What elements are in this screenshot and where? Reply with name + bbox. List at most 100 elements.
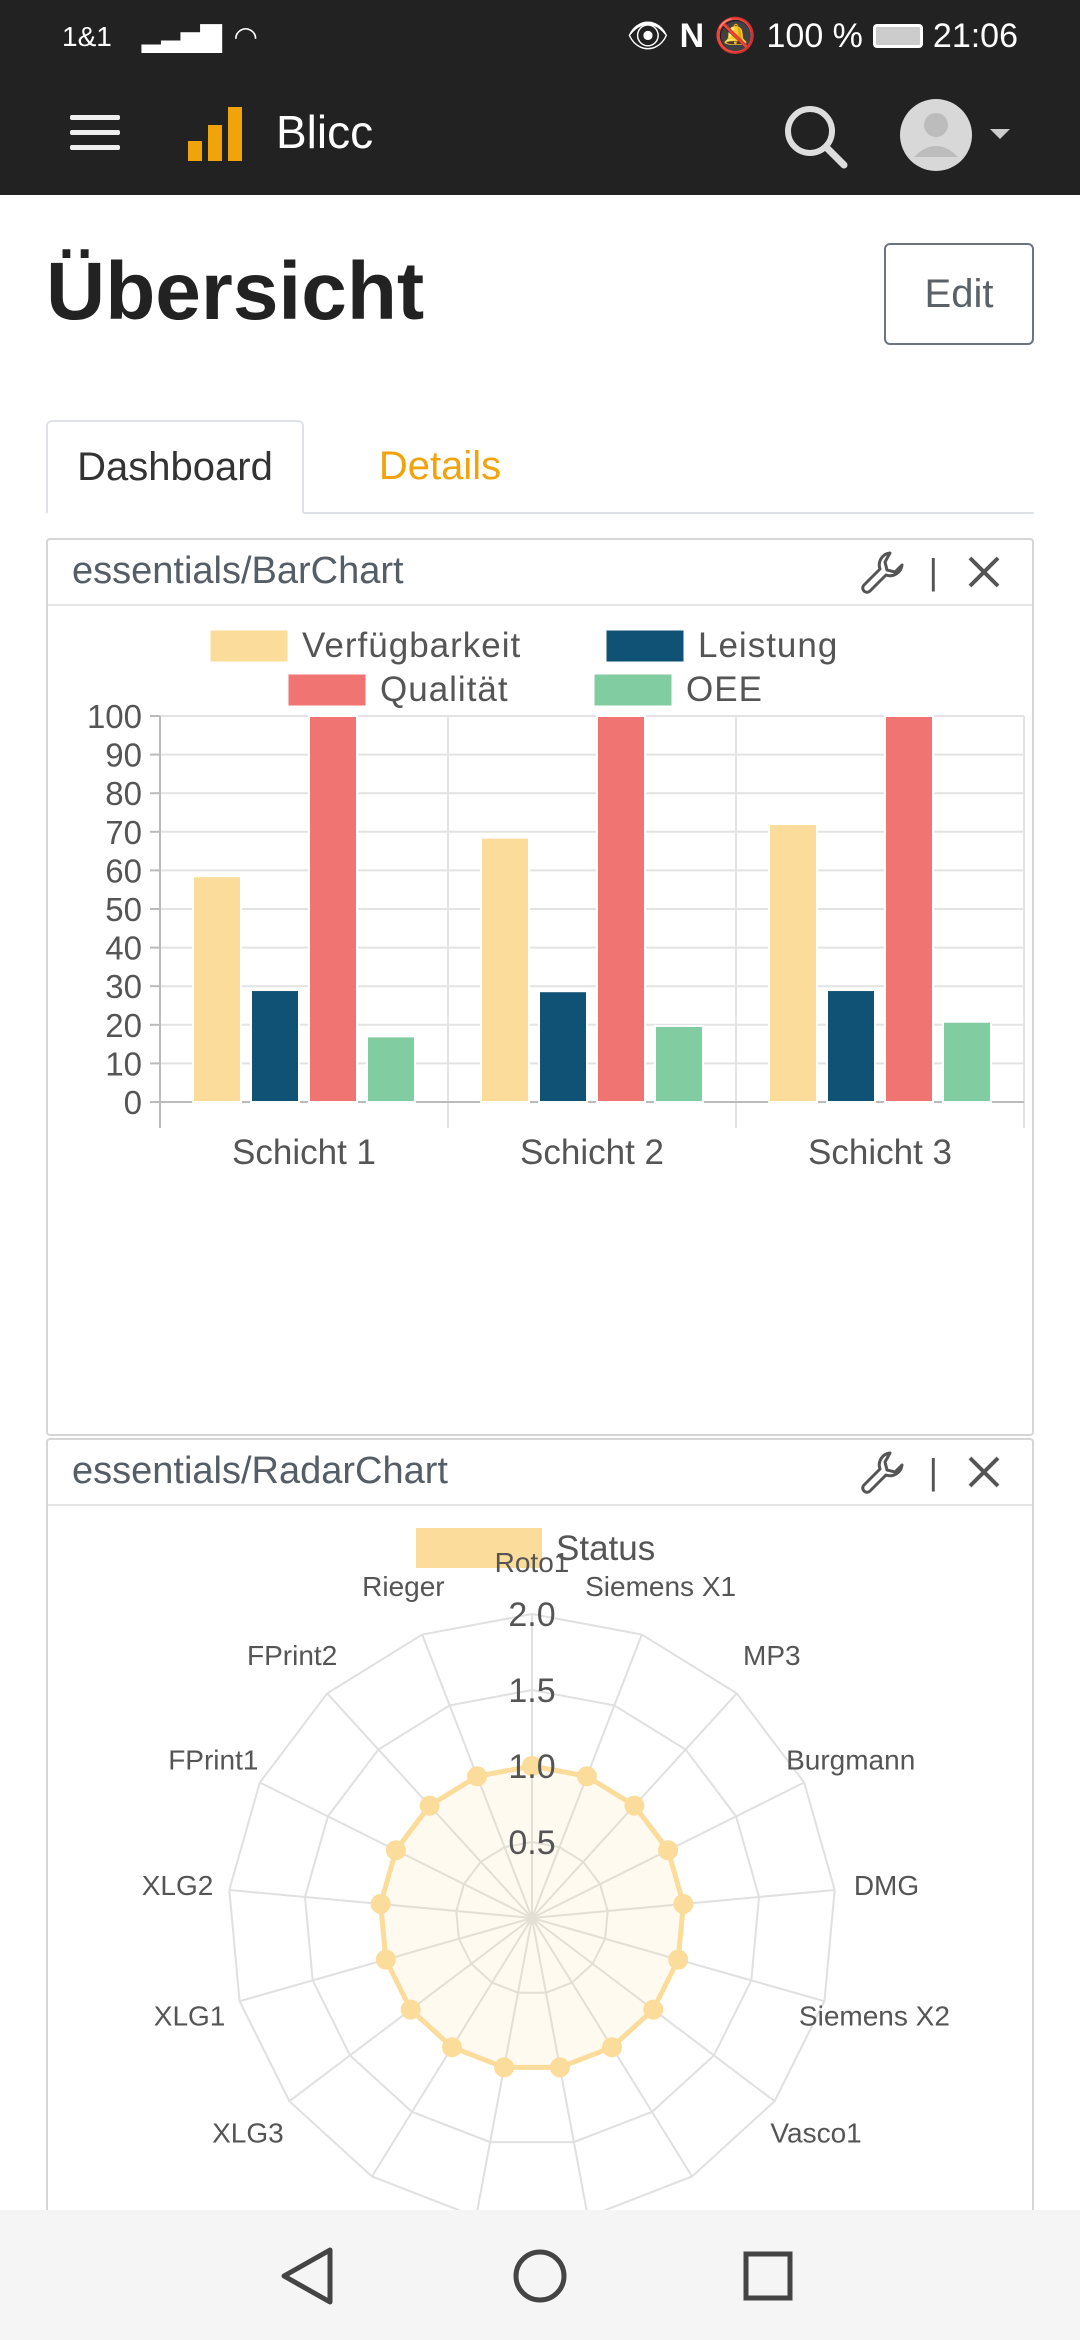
tool-separator: | xyxy=(928,551,938,592)
y-tick-label: 50 xyxy=(105,891,142,928)
wrench-icon[interactable] xyxy=(859,1448,907,1496)
x-tick-label: Schicht 3 xyxy=(808,1133,952,1172)
close-icon[interactable] xyxy=(960,548,1008,596)
legend-label: Verfügbarkeit xyxy=(302,626,521,665)
bar xyxy=(192,875,242,1103)
status-bar: 1&1 ▂▃▅▇ ◠ 👁 N 🔕 100 % 21:06 xyxy=(0,0,1080,75)
radar-point xyxy=(375,1949,396,1970)
legend-label: OEE xyxy=(686,670,763,709)
radar-point xyxy=(673,1893,694,1914)
radar-point xyxy=(522,1756,542,1776)
radar-tick-label: 0.5 xyxy=(508,1824,555,1862)
status-left: 1&1 ▂▃▅▇ ◠ xyxy=(62,20,258,53)
bar xyxy=(654,1024,704,1104)
y-tick-label: 100 xyxy=(87,698,142,735)
radar-point xyxy=(370,1893,391,1914)
y-tick-label: 30 xyxy=(105,968,142,1005)
y-tick-label: 0 xyxy=(124,1084,142,1121)
tab-dashboard[interactable]: Dashboard xyxy=(46,420,304,514)
page-title: Übersicht xyxy=(46,246,425,337)
radar-axis-label: XLG3 xyxy=(212,2118,284,2149)
radar-point xyxy=(624,1795,645,1816)
radar-grid-ring xyxy=(303,1688,761,2144)
radar-point xyxy=(400,1999,421,2020)
search-icon[interactable] xyxy=(780,101,850,171)
radar-axis-label: MP3 xyxy=(743,1640,801,1671)
legend-swatch xyxy=(593,673,673,707)
radar-axis-label: Roto1 xyxy=(495,1547,570,1578)
bar xyxy=(538,990,588,1103)
radar-point xyxy=(494,2057,515,2078)
edit-button[interactable]: Edit xyxy=(884,243,1034,345)
bar xyxy=(480,836,530,1103)
card-header: essentials/RadarChart | xyxy=(48,1440,1032,1506)
radar-point xyxy=(441,2037,462,2058)
radar-axis-label: Burgmann xyxy=(786,1744,915,1775)
status-right: 👁 N 🔕 100 % 21:06 xyxy=(626,16,1018,56)
radar-point xyxy=(602,2037,623,2058)
app-bar: Blicc xyxy=(0,75,1080,195)
radar-axis-label: XLG1 xyxy=(154,2000,226,2031)
radar-axis-label: FPrint1 xyxy=(168,1744,258,1775)
radar-point xyxy=(549,2057,570,2078)
legend-label: Leistung xyxy=(698,626,838,665)
legend-swatch xyxy=(416,1528,542,1568)
radar-grid-ring xyxy=(455,1840,609,1994)
radar-chart-card: essentials/RadarChart | Status Roto1 Sieme… xyxy=(46,1438,1034,2238)
radar-axis-label: Siemens X2 xyxy=(799,2000,950,2031)
legend-label: Qualität xyxy=(380,670,509,709)
bar-chart: Verfügbarkeit Leistung Qualität OEE 01020304… xyxy=(87,626,1025,1172)
wrench-icon[interactable] xyxy=(859,548,907,596)
y-tick-label: 90 xyxy=(105,737,142,774)
bar xyxy=(826,989,876,1103)
radar-axis-label: XLG2 xyxy=(142,1870,214,1901)
carrier-label: 1&1 xyxy=(62,21,112,52)
radar-axis-label: Rieger xyxy=(362,1571,444,1602)
radar-point xyxy=(643,1999,664,2020)
radar-tick-label: 2.0 xyxy=(508,1596,555,1634)
wifi-icon: ◠ xyxy=(233,21,258,52)
radar-tick-label: 1.0 xyxy=(508,1748,555,1786)
bar-chart-card: essentials/BarChart | Verfügbarkeit Leist… xyxy=(46,538,1034,1436)
radar-point xyxy=(658,1840,679,1861)
bar xyxy=(942,1020,992,1104)
system-nav-bar xyxy=(0,2210,1080,2340)
tool-separator: | xyxy=(928,1451,938,1492)
clock: 21:06 xyxy=(932,16,1018,55)
radar-point xyxy=(385,1840,406,1861)
recents-icon[interactable] xyxy=(732,2240,804,2312)
close-icon[interactable] xyxy=(960,1448,1008,1496)
back-icon[interactable] xyxy=(272,2240,344,2312)
radar-point xyxy=(576,1766,597,1787)
radar-point xyxy=(419,1795,440,1816)
card-tools: | xyxy=(859,1448,1008,1496)
bar xyxy=(366,1035,416,1104)
caret-down-icon xyxy=(990,129,1010,139)
y-tick-label: 40 xyxy=(105,930,142,967)
y-tick-label: 10 xyxy=(105,1045,142,1082)
card-header: essentials/BarChart | xyxy=(48,540,1032,606)
card-tools: | xyxy=(859,548,1008,596)
app-title: Blicc xyxy=(276,106,374,158)
logo-bars-icon xyxy=(188,107,242,161)
card-title: essentials/BarChart xyxy=(72,550,404,592)
tab-details[interactable]: Details xyxy=(378,443,502,488)
home-icon[interactable] xyxy=(504,2240,576,2312)
menu-icon[interactable] xyxy=(70,115,120,155)
y-tick-label: 80 xyxy=(105,775,142,812)
bar xyxy=(596,715,646,1103)
avatar-icon[interactable] xyxy=(896,97,1016,173)
legend-swatch xyxy=(287,673,367,707)
radar-point xyxy=(467,1766,488,1787)
battery-percent: 100 % xyxy=(766,16,863,55)
bar xyxy=(308,715,358,1103)
legend-label: Status xyxy=(556,1529,655,1568)
x-tick-label: Schicht 1 xyxy=(232,1133,376,1172)
tab-bar: Dashboard Details xyxy=(46,420,1034,514)
card-title: essentials/RadarChart xyxy=(72,1450,448,1492)
legend-swatch xyxy=(209,629,289,663)
signal-icon: ▂▃▅▇ xyxy=(141,21,222,52)
bar xyxy=(884,715,934,1103)
y-tick-label: 20 xyxy=(105,1007,142,1044)
radar-axis-label: FPrint2 xyxy=(247,1640,337,1671)
